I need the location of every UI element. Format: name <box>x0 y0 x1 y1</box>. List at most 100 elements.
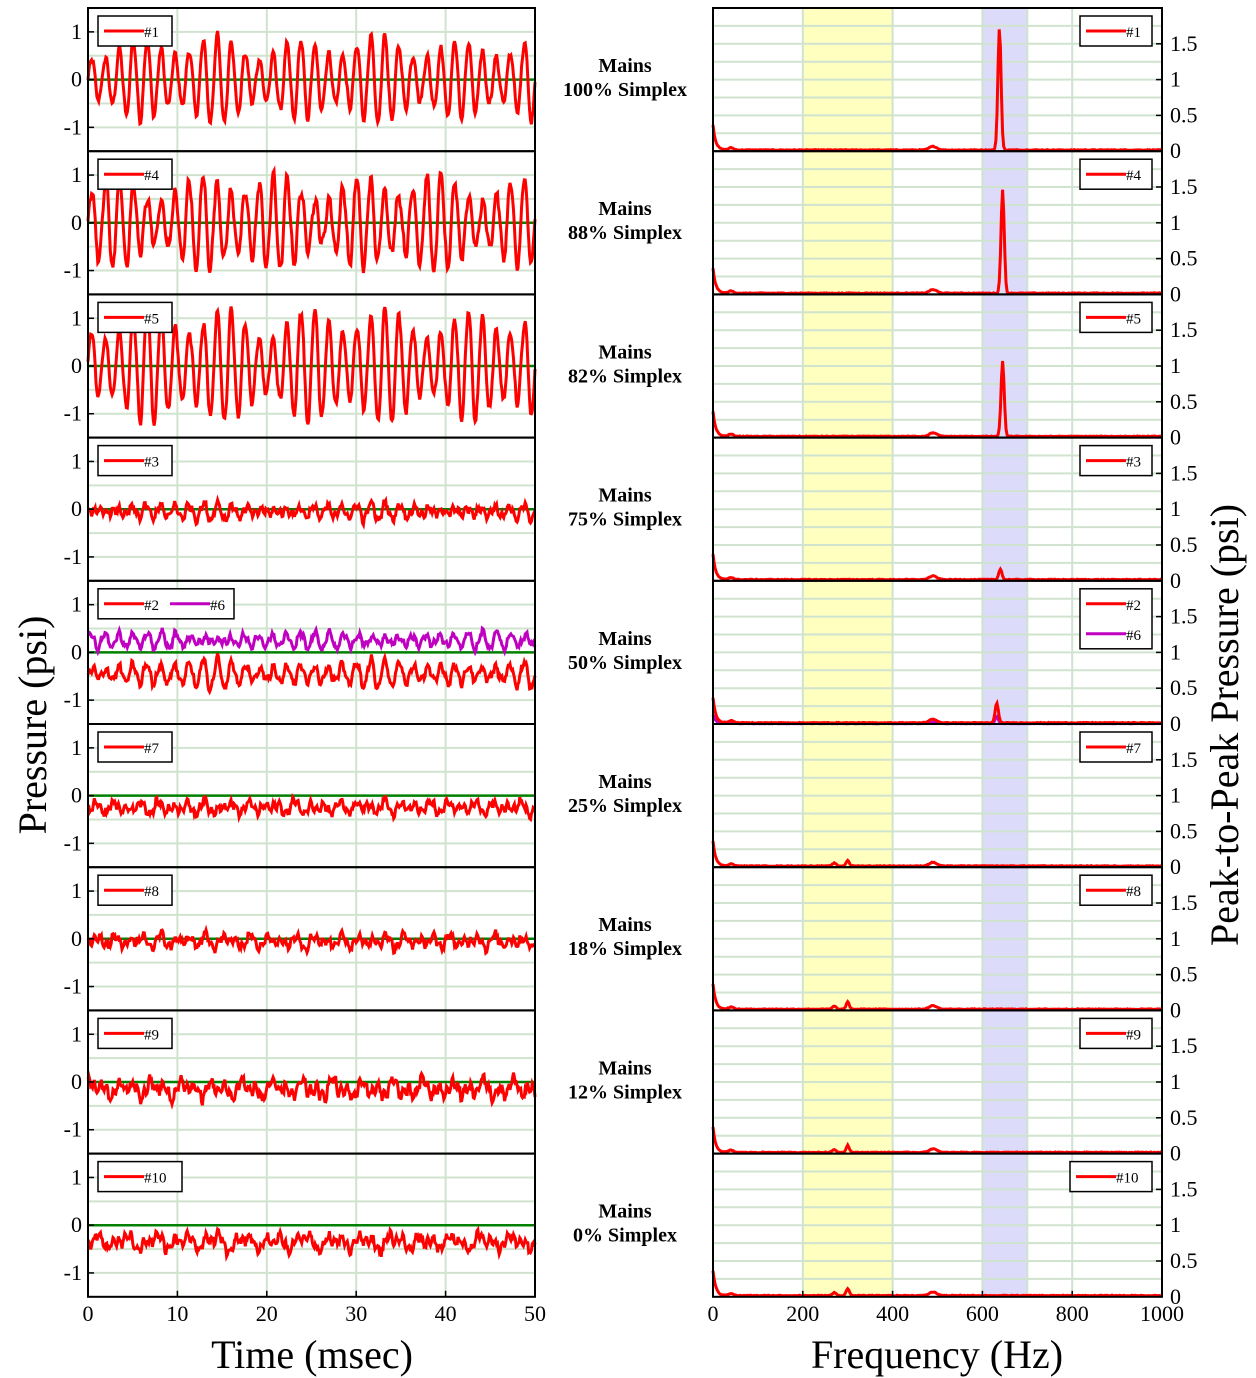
y-tick-label: 1 <box>71 162 82 187</box>
y-tick-label: -1 <box>64 258 82 283</box>
legend: #2 #6 <box>1079 588 1153 650</box>
y-tick-label: 0 <box>1170 281 1181 306</box>
y-tick-label: 1 <box>1170 67 1181 92</box>
legend-entry: #10 <box>144 1171 167 1187</box>
y-tick-label: 0 <box>71 1069 82 1094</box>
spectrum-trace <box>711 1270 1162 1298</box>
y-tick-label: -1 <box>64 401 82 426</box>
condition-label: 100% Simplex <box>563 79 687 101</box>
left-y-axis-label: Pressure (psi) <box>10 616 55 835</box>
y-tick-label: -1 <box>64 830 82 855</box>
condition-label: 25% Simplex <box>568 795 682 817</box>
y-tick-label: 1.5 <box>1170 174 1198 199</box>
legend: #5 <box>1079 301 1153 334</box>
spectrum-trace <box>711 697 1163 725</box>
x-tick-label: 10 <box>166 1301 188 1326</box>
pressure-trace-secondary <box>86 624 537 657</box>
legend-entry: #9 <box>1126 1027 1141 1043</box>
condition-label: Mains <box>598 1057 652 1079</box>
y-tick-label: 0 <box>1170 1141 1181 1166</box>
y-tick-label: 0.5 <box>1170 1248 1198 1273</box>
legend-entry: #4 <box>1126 168 1142 184</box>
legend-entry: #7 <box>144 741 160 757</box>
y-tick-label: 1 <box>1170 639 1181 664</box>
legend-entry: #5 <box>144 311 159 327</box>
condition-label: 18% Simplex <box>568 938 682 960</box>
y-tick-label: 1 <box>1170 926 1181 951</box>
x-tick-label: 600 <box>966 1301 999 1326</box>
y-tick-label: 0.5 <box>1170 818 1198 843</box>
y-tick-label: 0 <box>71 639 82 664</box>
spectrum-trace <box>711 360 1163 439</box>
condition-label: 88% Simplex <box>568 222 682 244</box>
right-y-axis-label: Peak-to-Peak Pressure (psi) <box>1202 504 1247 946</box>
y-tick-label: 0 <box>1170 568 1181 593</box>
y-tick-label: 0.5 <box>1170 1105 1198 1130</box>
condition-label: Mains <box>598 198 652 220</box>
condition-label: Mains <box>598 1201 652 1223</box>
spectrum-trace <box>711 554 1163 582</box>
pressure-trace <box>86 924 536 958</box>
y-tick-label: 1.5 <box>1170 604 1198 629</box>
condition-label: Mains <box>598 55 652 77</box>
y-tick-label: 0 <box>71 67 82 92</box>
x-tick-label: 20 <box>256 1301 278 1326</box>
y-tick-label: 0 <box>1170 138 1181 163</box>
legend: #4 <box>1079 158 1153 190</box>
x-tick-label: 400 <box>876 1301 909 1326</box>
y-tick-label: -1 <box>64 114 82 139</box>
legend-entry: #3 <box>1126 455 1141 471</box>
y-tick-label: 1 <box>71 1021 82 1046</box>
legend: #7 <box>97 731 173 763</box>
y-tick-label: 1 <box>71 19 82 44</box>
y-tick-label: 1 <box>1170 210 1181 235</box>
legend-entry: #8 <box>1126 884 1141 900</box>
legend-entry: #6 <box>210 598 226 614</box>
pressure-trace <box>87 494 537 530</box>
condition-label: Mains <box>598 485 652 507</box>
legend: #9 <box>1079 1017 1153 1050</box>
legend: #2 #6 <box>97 588 235 620</box>
right-x-axis-label: Frequency (Hz) <box>811 1332 1063 1377</box>
y-tick-label: 1.5 <box>1170 460 1198 485</box>
y-tick-label: 0 <box>71 926 82 951</box>
legend: #1 <box>1079 15 1153 47</box>
legend-entry: #1 <box>1126 25 1141 41</box>
legend-entry: #9 <box>144 1027 159 1043</box>
legend-entry: #7 <box>1126 741 1142 757</box>
y-tick-label: 1.5 <box>1170 317 1198 342</box>
legend-entry: #3 <box>144 455 159 471</box>
legend-entry: #6 <box>1126 628 1142 644</box>
y-tick-label: 1 <box>71 878 82 903</box>
x-tick-label: 200 <box>786 1301 819 1326</box>
x-tick-label: 30 <box>345 1301 367 1326</box>
y-tick-label: 1 <box>71 735 82 760</box>
pressure-trace <box>86 1225 537 1263</box>
legend-entry: #1 <box>144 25 159 41</box>
y-tick-label: 1 <box>71 305 82 330</box>
y-tick-label: -1 <box>64 1117 82 1142</box>
y-tick-label: -1 <box>64 544 82 569</box>
y-tick-label: 1 <box>1170 1212 1181 1237</box>
legend: #1 <box>97 15 173 47</box>
left-x-axis-label: Time (msec) <box>211 1332 413 1377</box>
y-tick-label: 1.5 <box>1170 1176 1198 1201</box>
y-tick-label: 0.5 <box>1170 532 1198 557</box>
y-tick-label: 1.5 <box>1170 31 1198 56</box>
y-tick-label: 1 <box>1170 1069 1181 1094</box>
y-tick-label: 0.5 <box>1170 102 1198 127</box>
legend: #8 <box>97 874 173 906</box>
legend: #3 <box>97 444 173 477</box>
y-tick-label: 1.5 <box>1170 747 1198 772</box>
x-tick-label: 1000 <box>1140 1301 1184 1326</box>
y-tick-label: 1 <box>71 448 82 473</box>
y-tick-label: 1 <box>1170 496 1181 521</box>
legend: #8 <box>1079 874 1153 906</box>
y-tick-label: 0.5 <box>1170 675 1198 700</box>
y-tick-label: 1.5 <box>1170 1033 1198 1058</box>
legend-entry: #2 <box>1126 598 1141 614</box>
legend: #10 <box>1069 1160 1153 1193</box>
legend: #10 <box>97 1160 183 1193</box>
y-tick-label: 0 <box>1170 425 1181 450</box>
spectrum-trace <box>711 1126 1163 1155</box>
